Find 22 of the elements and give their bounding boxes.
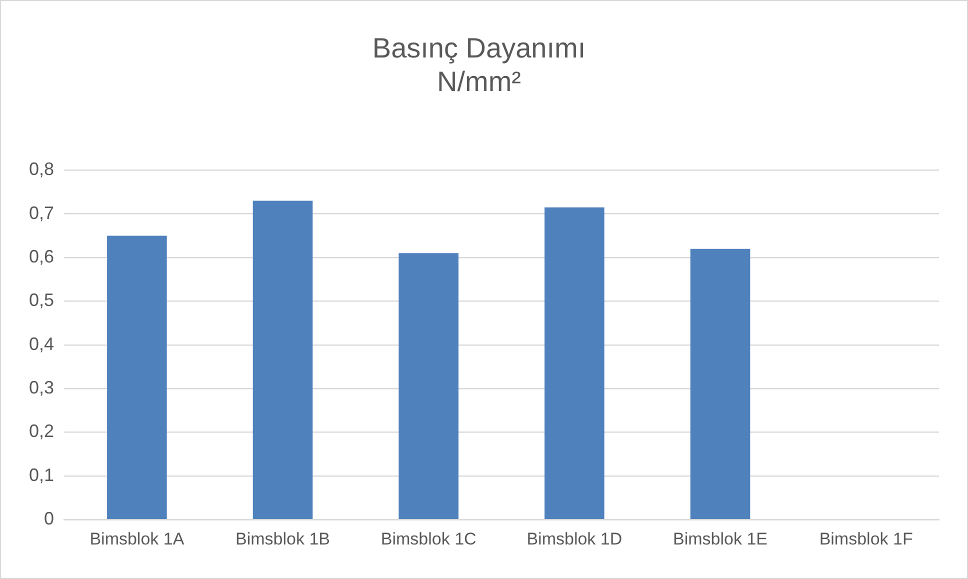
x-tick-label: Bimsblok 1A [90, 529, 185, 548]
chart-subtitle: N/mm² [437, 66, 521, 98]
y-tick-label: 0,2 [28, 421, 54, 442]
x-tick-label: Bimsblok 1C [380, 529, 476, 548]
y-tick-label: 0,1 [28, 464, 54, 485]
chart-title: Basınç Dayanımı [372, 32, 586, 64]
bar [690, 248, 750, 519]
bar [107, 236, 167, 519]
y-tick-label: 0,8 [28, 159, 54, 180]
x-tick-label: Bimsblok 1F [819, 529, 913, 548]
y-tick-label: 0,5 [28, 290, 54, 310]
bar [544, 207, 604, 519]
y-tick-label: 0,4 [28, 334, 54, 354]
y-tick-label: 0,6 [28, 246, 54, 267]
y-tick-label: 0,7 [28, 202, 54, 223]
y-tick-label: 0 [44, 508, 54, 529]
x-tick-label: Bimsblok 1E [673, 529, 768, 548]
x-tick-label: Bimsblok 1B [236, 529, 330, 548]
bar [398, 253, 458, 519]
bar [252, 200, 313, 519]
y-tick-label: 0,3 [28, 378, 54, 398]
x-tick-label: Bimsblok 1D [526, 529, 622, 548]
